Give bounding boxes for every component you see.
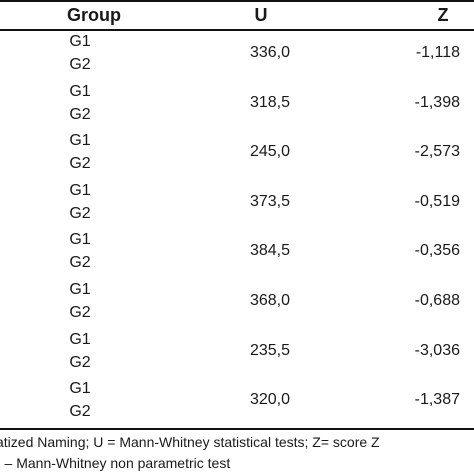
group-label-g2: G2 bbox=[69, 353, 91, 371]
table-row: G1 G2 318,5 -1,398 bbox=[0, 82, 474, 132]
table-row: G1 G2 320,0 -1,387 bbox=[0, 379, 474, 429]
table-row: G1 G2 235,5 -3,036 bbox=[0, 330, 474, 380]
table-row: G1 G2 336,0 -1,118 bbox=[0, 32, 474, 82]
z-value: -2,573 bbox=[414, 143, 460, 161]
table-bottom-rule bbox=[0, 428, 474, 430]
group-label-g2: G2 bbox=[69, 204, 91, 222]
group-label-g1: G1 bbox=[69, 82, 91, 100]
table-row: G1 G2 373,5 -0,519 bbox=[0, 181, 474, 231]
group-label-g2: G2 bbox=[69, 254, 91, 272]
column-header-z: Z bbox=[437, 5, 449, 25]
group-label-g1: G1 bbox=[69, 330, 91, 348]
group-label-g2: G2 bbox=[69, 303, 91, 321]
group-label-g2: G2 bbox=[69, 403, 91, 421]
u-value: 373,5 bbox=[249, 192, 290, 210]
group-label-g2: G2 bbox=[69, 105, 91, 123]
group-label-g2: G2 bbox=[69, 155, 91, 173]
table-body: G1 G2 336,0 -1,118 G1 G2 318,5 -1,398 G1… bbox=[0, 32, 474, 429]
u-value: 318,5 bbox=[249, 93, 290, 111]
u-value: 384,5 bbox=[249, 242, 290, 260]
u-value: 336,0 bbox=[249, 44, 290, 61]
z-value: -0,356 bbox=[414, 242, 460, 260]
u-value: 368,0 bbox=[249, 291, 290, 309]
group-label-g1: G1 bbox=[69, 132, 91, 150]
z-value: -0,519 bbox=[414, 192, 460, 210]
u-value: 245,0 bbox=[249, 143, 290, 161]
footnote-abbreviations: atized Naming; U = Mann-Whitney statisti… bbox=[0, 434, 380, 450]
group-label-g1: G1 bbox=[69, 380, 91, 398]
group-label-g1: G1 bbox=[69, 33, 91, 50]
z-value: -0,688 bbox=[414, 291, 460, 309]
group-label-g1: G1 bbox=[69, 231, 91, 249]
z-value: -1,387 bbox=[414, 391, 460, 409]
table-top-rule bbox=[0, 0, 474, 2]
z-value: -3,036 bbox=[414, 341, 460, 359]
group-label-g1: G1 bbox=[69, 280, 91, 298]
u-value: 320,0 bbox=[249, 391, 290, 409]
column-header-u: U bbox=[254, 5, 268, 25]
column-header-group: Group bbox=[67, 5, 121, 25]
table-row: G1 G2 368,0 -0,688 bbox=[0, 280, 474, 330]
u-value: 235,5 bbox=[249, 341, 290, 359]
group-label-g2: G2 bbox=[69, 56, 91, 73]
group-label-g1: G1 bbox=[69, 181, 91, 199]
z-value: -1,398 bbox=[414, 93, 460, 111]
z-value: -1,118 bbox=[415, 44, 460, 61]
footnote-test: ) – Mann-Whitney non parametric test bbox=[0, 455, 231, 471]
table-row: G1 G2 245,0 -2,573 bbox=[0, 131, 474, 181]
table-row: G1 G2 384,5 -0,356 bbox=[0, 230, 474, 280]
table-header-rule bbox=[0, 29, 474, 31]
